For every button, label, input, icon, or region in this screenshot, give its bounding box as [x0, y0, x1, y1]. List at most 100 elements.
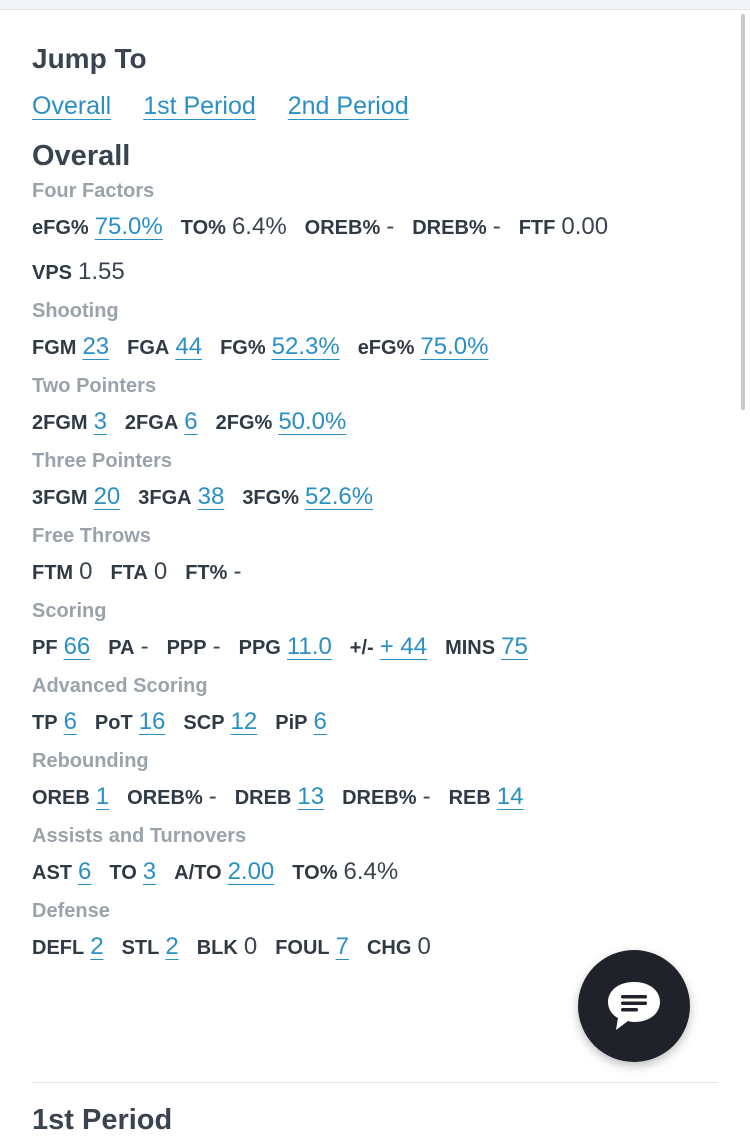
stat-item: eFG% 75.0% — [32, 206, 163, 251]
stat-row: VPS 1.55 — [32, 251, 722, 296]
stat-item: BLK 0 — [197, 926, 257, 971]
stat-value-link[interactable]: 13 — [297, 783, 325, 810]
stat-value: - — [208, 783, 217, 810]
stat-label: FTM — [32, 562, 74, 584]
stat-item: 2FGM 3 — [32, 401, 107, 446]
stat-row: PF 66 PA - PPP - PPG 11.0 +/- + 44 MINS 75 — [32, 626, 722, 671]
stat-item: MINS 75 — [445, 626, 528, 671]
stat-item: FG% 52.3% — [220, 326, 340, 371]
stat-item: FGM 23 — [32, 326, 109, 371]
stat-item: SCP 12 — [183, 701, 257, 746]
stat-value: 6.4% — [343, 858, 399, 885]
stat-value-link[interactable]: 50.0% — [278, 408, 347, 435]
stat-item: 3FGA 38 — [138, 476, 224, 521]
stat-item: TO% 6.4% — [181, 206, 287, 251]
stat-label: SCP — [183, 712, 225, 734]
stat-value-link[interactable]: 3 — [142, 858, 157, 885]
stat-row: AST 6 TO 3 A/TO 2.00 TO% 6.4% — [32, 851, 722, 896]
stat-label: PPP — [166, 637, 207, 659]
stat-item: FTM 0 — [32, 551, 92, 596]
stat-row: OREB 1 OREB% - DREB 13 DREB% - REB 14 — [32, 776, 722, 821]
top-bar — [0, 0, 750, 10]
stat-value-link[interactable]: + 44 — [379, 633, 428, 660]
stat-group-title: Two Pointers — [32, 375, 157, 397]
stat-group-title: Shooting — [32, 300, 119, 322]
stat-value: 0 — [79, 558, 93, 585]
stat-group-title: Defense — [32, 900, 110, 922]
stat-value-link[interactable]: 7 — [335, 933, 349, 960]
stat-value: - — [233, 558, 242, 585]
stat-value-link[interactable]: 38 — [197, 483, 225, 510]
stat-item: FGA 44 — [127, 326, 202, 371]
stat-value-link[interactable]: 2 — [165, 933, 179, 960]
stat-label: TP — [32, 712, 58, 734]
stat-value-link[interactable]: 2 — [90, 933, 104, 960]
stat-value-link[interactable]: 1 — [95, 783, 110, 810]
stat-label: BLK — [196, 937, 238, 959]
stat-label: DREB% — [342, 787, 417, 809]
stat-item: TO% 6.4% — [292, 851, 398, 896]
stat-label: eFG% — [32, 217, 89, 239]
jump-link-1st-period[interactable]: 1st Period — [143, 92, 256, 120]
stat-label: FGA — [127, 337, 170, 359]
jump-to-heading: Jump To — [32, 43, 147, 74]
stat-label: REB — [448, 787, 491, 809]
stat-row: 2FGM 3 2FGA 6 2FG% 50.0% — [32, 401, 722, 446]
stat-label: 2FGA — [124, 412, 179, 434]
stat-label: 3FGA — [138, 487, 192, 509]
stat-item: REB 14 — [449, 776, 524, 821]
stat-item: DREB% - — [342, 776, 430, 821]
stat-groups: Four Factors eFG% 75.0% TO% 6.4% OREB% - DREB% -… — [32, 176, 722, 971]
stat-item: OREB 1 — [32, 776, 109, 821]
stat-value-link[interactable]: 6 — [313, 708, 327, 735]
stat-value-link[interactable]: 23 — [82, 333, 110, 360]
stat-item: +/- + 44 — [350, 626, 427, 671]
stat-value: 0 — [153, 558, 168, 585]
stat-value: - — [140, 633, 149, 660]
stat-row: DEFL 2 STL 2 BLK 0 FOUL 7 CHG 0 — [32, 926, 722, 971]
stat-value: - — [386, 213, 395, 240]
section-divider — [32, 1082, 718, 1083]
stat-label: FG% — [220, 337, 266, 359]
stat-value-link[interactable]: 12 — [230, 708, 258, 735]
stat-value: 0.00 — [561, 213, 609, 240]
stat-value-link[interactable]: 6 — [63, 708, 77, 735]
stat-group-title: Rebounding — [32, 750, 149, 772]
stat-value-link[interactable]: 14 — [496, 783, 524, 810]
stat-value-link[interactable]: 6 — [78, 858, 92, 885]
stat-value-link[interactable]: 66 — [63, 633, 91, 660]
stat-item: eFG% 75.0% — [358, 326, 489, 371]
stat-value-link[interactable]: 52.6% — [305, 483, 374, 510]
stat-value-link[interactable]: 3 — [93, 408, 107, 435]
stat-label: FOUL — [275, 937, 330, 959]
stat-label: MINS — [445, 637, 496, 659]
stat-value-link[interactable]: 75.0% — [94, 213, 163, 240]
stat-label: DREB — [234, 787, 292, 809]
stat-value-link[interactable]: 20 — [93, 483, 121, 510]
chat-button[interactable] — [578, 950, 690, 1062]
section-title: Overall — [32, 140, 131, 172]
stat-value-link[interactable]: 44 — [175, 333, 203, 360]
jump-link-2nd-period[interactable]: 2nd Period — [287, 92, 409, 120]
stat-item: DREB 13 — [235, 776, 324, 821]
stat-label: DREB% — [412, 217, 487, 239]
stat-row: FTM 0 FTA 0 FT% - — [32, 551, 722, 596]
stat-item: FT% - — [185, 551, 241, 596]
stat-value-link[interactable]: 75 — [501, 633, 528, 660]
stat-row: TP 6 PoT 16 SCP 12 PiP 6 — [32, 701, 722, 746]
stat-value: - — [212, 633, 221, 660]
stat-value-link[interactable]: 11.0 — [286, 633, 332, 660]
stat-label: VPS — [32, 262, 73, 284]
stat-group-title: Free Throws — [32, 525, 151, 547]
stat-item: 2FG% 50.0% — [216, 401, 347, 446]
stat-value-link[interactable]: 52.3% — [271, 333, 340, 360]
stat-value-link[interactable]: 16 — [138, 708, 166, 735]
stat-label: PoT — [94, 712, 133, 734]
stat-label: PF — [32, 637, 58, 659]
stat-label: PPG — [238, 637, 281, 659]
stat-value-link[interactable]: 2.00 — [227, 858, 275, 885]
scrollbar[interactable] — [741, 14, 745, 410]
stat-value-link[interactable]: 75.0% — [420, 333, 489, 360]
jump-link-overall[interactable]: Overall — [32, 92, 112, 120]
stat-value-link[interactable]: 6 — [184, 408, 198, 435]
